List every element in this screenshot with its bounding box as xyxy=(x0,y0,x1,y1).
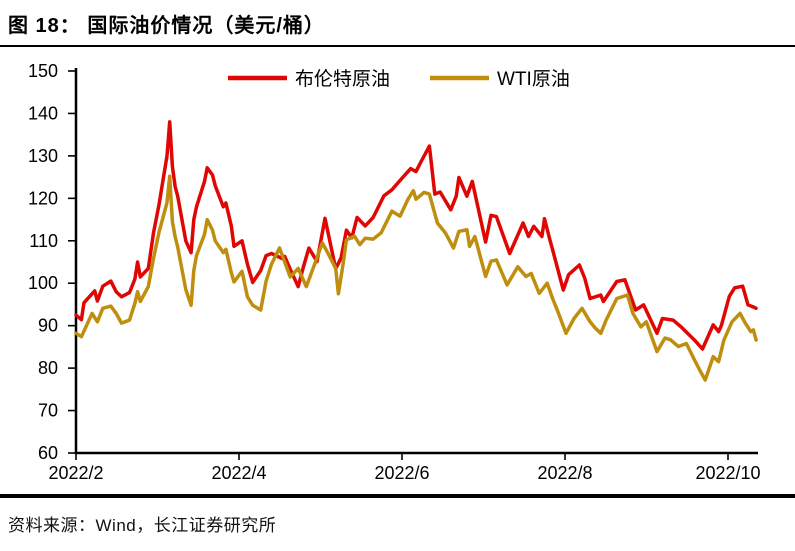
source-note: 资料来源：Wind，长江证券研究所 xyxy=(8,515,277,535)
y-tick-label: 140 xyxy=(28,103,58,123)
y-tick-label: 110 xyxy=(29,231,58,251)
y-tick-label: 130 xyxy=(28,146,58,166)
y-tick-label: 90 xyxy=(38,316,58,336)
chart-area: 150 140 130 120 110 100 90 80 70 60 2022/2 2022/4 20… xyxy=(0,47,795,494)
figure-title: 图 18： 国际油价情况（美元/桶） xyxy=(0,0,795,47)
y-tick-label: 100 xyxy=(28,273,58,293)
legend-label-brent: 布伦特原油 xyxy=(295,68,390,90)
x-tick-label: 2022/8 xyxy=(537,463,592,483)
y-tick-label: 60 xyxy=(38,443,58,463)
y-tick-label: 80 xyxy=(38,358,58,378)
legend-label-wti: WTI原油 xyxy=(497,68,570,90)
x-tick-label: 2022/4 xyxy=(211,463,266,483)
footer-divider xyxy=(0,494,795,498)
x-tick-label: 2022/10 xyxy=(695,463,760,483)
y-tick-label: 70 xyxy=(38,401,58,421)
y-tick-label: 150 xyxy=(28,61,58,81)
y-tick-label: 120 xyxy=(28,188,58,208)
x-tick-label: 2022/6 xyxy=(374,463,429,483)
wti-line xyxy=(74,174,758,382)
brent-line xyxy=(74,120,758,351)
x-tick-label: 2022/2 xyxy=(48,463,103,483)
